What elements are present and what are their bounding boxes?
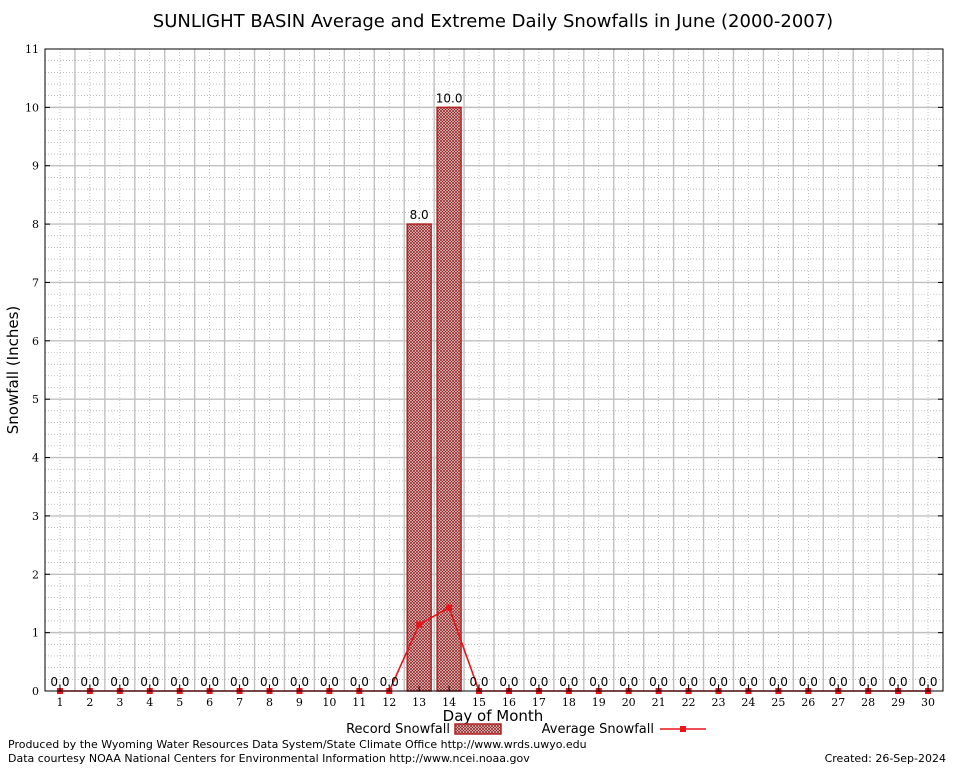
- x-tick-label: 12: [382, 696, 396, 709]
- x-tick-label: 15: [472, 696, 486, 709]
- bar-value-label: 0.0: [799, 675, 818, 689]
- x-tick-label: 27: [831, 696, 845, 709]
- y-tick-label: 9: [32, 160, 39, 173]
- y-tick-label: 4: [32, 452, 39, 465]
- x-axis-label: Day of Month: [443, 707, 544, 725]
- x-tick-label: 11: [352, 696, 366, 709]
- average-point-day-13: [416, 621, 423, 628]
- x-tick-label: 24: [741, 696, 755, 709]
- grid: [45, 49, 943, 691]
- bar-value-label: 0.0: [499, 675, 518, 689]
- y-axis-label: Snowfall (Inches): [4, 306, 22, 434]
- bar-value-label: 0.0: [829, 675, 848, 689]
- bar-value-label: 10.0: [436, 91, 463, 105]
- x-tick-label: 21: [652, 696, 666, 709]
- x-tick-label: 26: [801, 696, 815, 709]
- x-tick-label: 25: [771, 696, 785, 709]
- average-point-day-14: [446, 604, 453, 611]
- x-tick-label: 18: [562, 696, 576, 709]
- footer-created-date: Created: 26-Sep-2024: [824, 752, 946, 765]
- bar-value-label: 0.0: [679, 675, 698, 689]
- y-tick-label: 5: [32, 393, 39, 406]
- bar-value-label: 0.0: [320, 675, 339, 689]
- legend-record-swatch: [454, 723, 502, 735]
- chart-title: SUNLIGHT BASIN Average and Extreme Daily…: [153, 11, 833, 32]
- legend-record-label: Record Snowfall: [346, 722, 450, 737]
- plot-frame: [44, 48, 944, 692]
- bar-value-label: 0.0: [350, 675, 369, 689]
- record-bar-day-13: [406, 223, 432, 692]
- bar-value-label: 0.0: [529, 675, 548, 689]
- bar-value-label: 0.0: [769, 675, 788, 689]
- record-bar-day-14: [436, 106, 462, 692]
- legend: Record Snowfall Average Snowfall: [346, 722, 706, 737]
- bar-value-label: 0.0: [170, 675, 189, 689]
- bar-value-label: 0.0: [230, 675, 249, 689]
- x-tick-label: 13: [412, 696, 426, 709]
- y-tick-label: 2: [32, 568, 39, 581]
- x-tick-label: 30: [921, 696, 935, 709]
- bar-value-label: 0.0: [889, 675, 908, 689]
- bar-value-label: 0.0: [140, 675, 159, 689]
- x-tick-label: 28: [861, 696, 875, 709]
- bar-value-label: 0.0: [559, 675, 578, 689]
- legend-average-label: Average Snowfall: [542, 722, 654, 737]
- x-tick-label: 19: [592, 696, 606, 709]
- y-tick-label: 7: [32, 276, 39, 289]
- x-tick-label: 22: [682, 696, 696, 709]
- y-tick-label: 11: [25, 43, 39, 56]
- x-tick-label: 2: [86, 696, 93, 709]
- bar-value-label: 8.0: [410, 208, 429, 222]
- y-tick-label: 6: [32, 335, 39, 348]
- bar-value-label: 0.0: [380, 675, 399, 689]
- x-tick-label: 7: [236, 696, 243, 709]
- y-tick-label: 0: [32, 685, 39, 698]
- bar-value-label: 0.0: [80, 675, 99, 689]
- x-tick-label: 29: [891, 696, 905, 709]
- y-tick-label: 1: [32, 627, 39, 640]
- record-bars: [406, 106, 462, 692]
- x-tick-label: 9: [296, 696, 303, 709]
- bar-value-label: 0.0: [290, 675, 309, 689]
- bar-value-label: 0.0: [739, 675, 758, 689]
- y-tick-label: 8: [32, 218, 39, 231]
- x-tick-label: 23: [712, 696, 726, 709]
- bar-value-label: 0.0: [200, 675, 219, 689]
- bar-value-labels: 0.0 0.0 0.0 0.0 0.0 0.0 0.0 0.0 0.0 0.0 0.0 0.0 8.0 1…: [50, 91, 937, 689]
- x-tick-label: 6: [206, 696, 213, 709]
- x-tick-label: 4: [146, 696, 153, 709]
- x-tick-label: 17: [532, 696, 546, 709]
- x-tick-label: 16: [502, 696, 516, 709]
- legend-average-marker: [680, 726, 686, 732]
- bar-value-label: 0.0: [859, 675, 878, 689]
- bar-value-label: 0.0: [918, 675, 937, 689]
- x-tick-label: 1: [56, 696, 63, 709]
- y-tick-label: 3: [32, 510, 39, 523]
- bar-value-label: 0.0: [110, 675, 129, 689]
- x-tick-label: 10: [322, 696, 336, 709]
- bar-value-label: 0.0: [260, 675, 279, 689]
- footer-produced-by: Produced by the Wyoming Water Resources …: [8, 738, 587, 751]
- x-tick-label: 20: [622, 696, 636, 709]
- bar-value-label: 0.0: [619, 675, 638, 689]
- x-tick-label: 8: [266, 696, 273, 709]
- bar-value-label: 0.0: [469, 675, 488, 689]
- x-tick-label: 5: [176, 696, 183, 709]
- bar-value-label: 0.0: [589, 675, 608, 689]
- bar-value-label: 0.0: [50, 675, 69, 689]
- x-tick-label: 14: [442, 696, 456, 709]
- x-tick-label: 3: [116, 696, 123, 709]
- footer-data-courtesy: Data courtesy NOAA National Centers for …: [8, 752, 530, 765]
- y-tick-label: 10: [25, 101, 39, 114]
- bar-value-label: 0.0: [709, 675, 728, 689]
- bar-value-label: 0.0: [649, 675, 668, 689]
